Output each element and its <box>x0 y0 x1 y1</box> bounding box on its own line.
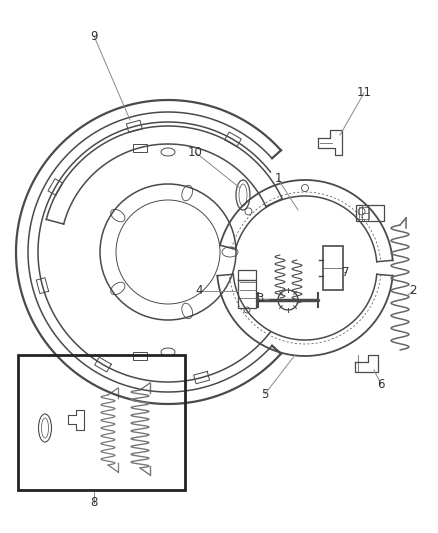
Text: 11: 11 <box>357 86 371 100</box>
Text: 6: 6 <box>377 377 385 391</box>
Bar <box>356 205 384 221</box>
Text: 9: 9 <box>90 29 98 43</box>
Text: 7: 7 <box>342 265 350 279</box>
Text: 1: 1 <box>274 173 282 185</box>
Bar <box>133 352 147 360</box>
Text: 8: 8 <box>90 497 98 510</box>
Text: 4: 4 <box>195 285 203 297</box>
Text: 2: 2 <box>409 285 417 297</box>
Bar <box>323 246 343 290</box>
Text: 5: 5 <box>261 387 268 400</box>
Bar <box>133 144 147 152</box>
Text: 3: 3 <box>256 293 264 305</box>
Text: 10: 10 <box>187 146 202 158</box>
Bar <box>359 207 369 219</box>
Bar <box>238 270 256 308</box>
Bar <box>18 355 185 490</box>
